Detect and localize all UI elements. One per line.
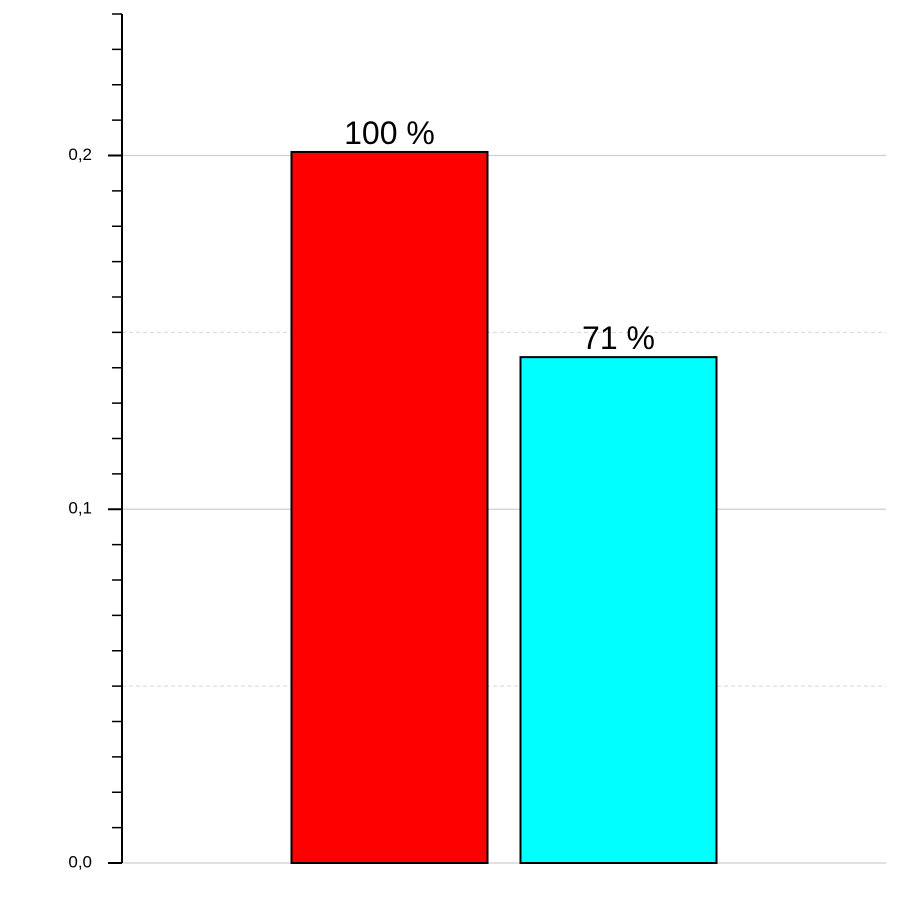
y-tick-label: 0,0 (68, 852, 92, 871)
y-tick-label: 0,1 (68, 499, 92, 518)
value-label: 100 % (344, 115, 435, 151)
y-tick-label: 0,2 (68, 145, 92, 164)
bar (519, 356, 718, 864)
value-label: 71 % (582, 320, 655, 356)
bar (290, 150, 489, 864)
